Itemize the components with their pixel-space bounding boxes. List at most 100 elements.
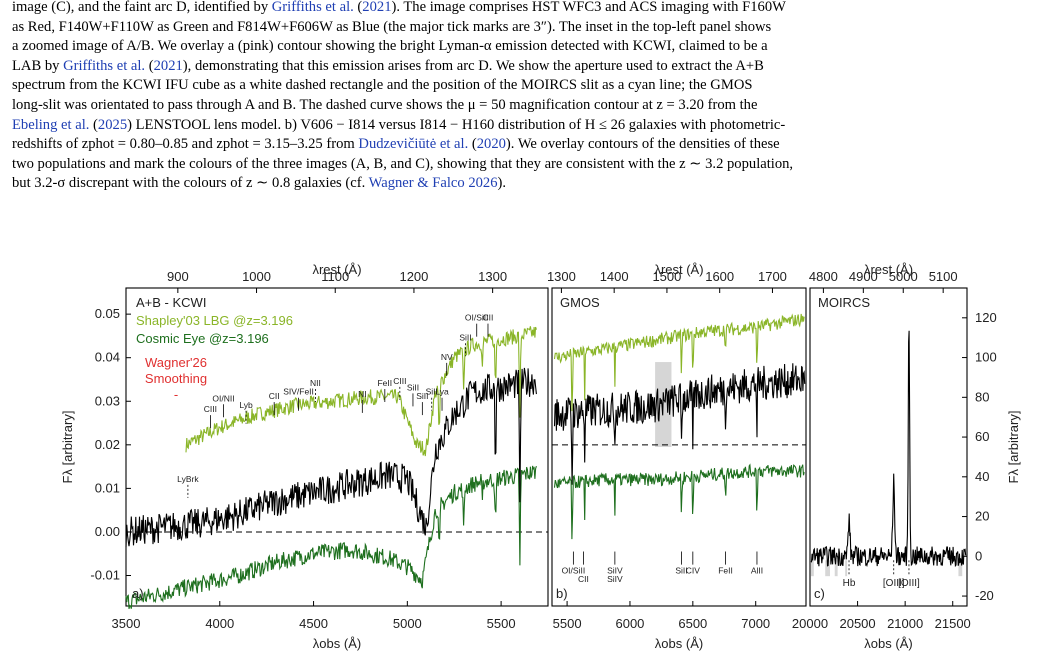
y-tick-label: 40 [975,469,989,484]
spectral-line-label: SiIV [607,565,623,575]
series-kcwi [125,367,537,548]
y-tick-label: 60 [975,429,989,444]
masked-region [834,560,838,577]
spectral-line-label: [OIII] [883,578,905,589]
caption-line: long-slit was orientated to pass through… [12,96,1044,116]
x-tick-label: 6500 [678,616,707,631]
y-tick-label: 20 [975,509,989,524]
y-tick-label: -20 [975,588,994,603]
panel-label: c) [814,586,825,601]
masked-region [810,560,814,577]
caption-text: ( [468,136,477,153]
spectral-line-label: CII [578,574,589,584]
y-tick-label: 80 [975,389,989,404]
caption-text: a zoomed image of A/B. We overlay a (pin… [12,38,768,55]
caption-text: ( [89,116,98,133]
panel-c-frame [809,287,968,607]
caption-text: as Red, F140W+F110W as Green and F814W+F… [12,18,772,35]
y-tick-label: 0.04 [95,350,120,365]
top-tick-label: 900 [167,269,189,284]
citation-link[interactable]: Ebeling et al. [12,116,90,133]
citation-link[interactable]: Dudzevičiūtė et al. [358,136,469,153]
smoothing-annotation: Smoothing [145,371,207,386]
spectral-line-label: SiII [459,332,471,342]
caption-line: spectrum from the KCWI IFU cube as a whi… [12,76,1044,96]
caption-line: LAB by Griffiths et al. (2021), demonstr… [12,57,1044,77]
y-tick-label: 0.02 [95,437,120,452]
series-gmos [553,363,806,485]
figure-caption: image (C), and the faint arc D, identifi… [12,0,1044,194]
caption-text: two populations and mark the colours of … [12,155,794,172]
masked-region [845,560,848,577]
top-tick-label: 1200 [399,269,428,284]
y-tick-label: -0.01 [90,568,120,583]
caption-line: but 3.2-σ discrepant with the colours of… [12,174,1044,194]
spectral-line-label: SiIV [607,574,623,584]
spectral-line-label: Lya [435,387,449,397]
citation-link[interactable]: 2025 [97,116,128,133]
series-cosmic-eye [125,465,537,610]
series-cosmic-eye [553,463,805,540]
y-tick-label: 0.05 [95,306,120,321]
legend-cosmic-eye: Cosmic Eye @z=3.196 [136,331,269,346]
spectral-line-label: Lyb [239,400,253,410]
panel-label: a) [132,586,144,601]
caption-text: ( [353,0,363,15]
spectral-line-label: AlII [751,565,763,575]
caption-text: ). We overlay contours of the densities … [505,136,780,153]
y-axis-title-right: Fλ [arbitrary] [1006,411,1021,484]
x-axis-title: λobs (Å) [864,636,912,651]
spectral-line-label: SiII [407,382,419,392]
spectral-line-label: SIV/FeII [283,387,314,397]
caption-line: redshifts of zphot = 0.80–0.85 and zphot… [12,135,1044,155]
x-tick-label: 3500 [112,616,141,631]
smoothing-annotation: - [174,387,178,402]
top-axis-title: λrest (Å) [864,262,913,277]
x-tick-label: 20500 [839,616,875,631]
top-tick-label: 1500 [652,269,681,284]
citation-link[interactable]: 2021 [153,57,183,74]
panel-title: A+B - KCWI [136,295,206,310]
caption-text: but 3.2-σ discrepant with the colours of… [12,175,369,192]
spectral-line-label: OI/SiII [562,565,586,575]
top-tick-label: 4900 [849,269,878,284]
x-tick-label: 7000 [741,616,770,631]
masked-region [958,560,963,577]
y-tick-label: 100 [975,350,997,365]
masked-region [825,560,830,577]
x-tick-label: 4000 [205,616,234,631]
caption-text: ). The image comprises HST WFC3 and ACS … [391,0,786,15]
panel-b-frame [551,287,807,607]
panel-title: GMOS [560,295,600,310]
caption-text: spectrum from the KCWI IFU cube as a whi… [12,77,753,94]
caption-text: image (C), and the faint arc D, identifi… [12,0,272,15]
spectral-line-label: CIII [204,404,217,414]
caption-line: Ebeling et al. (2025) LENSTOOL lens mode… [12,116,1044,136]
y-tick-label: 0 [975,548,982,563]
citation-link[interactable]: Griffiths et al. [271,0,354,15]
citation-link[interactable]: Wagner & Falco 2026 [368,175,498,192]
y-tick-label: 0.03 [95,393,120,408]
caption-text: LAB by [12,57,64,74]
top-tick-label: 1100 [321,269,349,284]
top-tick-label: 1400 [600,269,629,284]
top-tick-label: 1300 [547,269,576,284]
citation-link[interactable]: 2021 [362,0,392,15]
caption-text: ). [497,175,507,192]
x-tick-label: 5500 [487,616,516,631]
x-tick-label: 5500 [553,616,582,631]
citation-link[interactable]: Griffiths et al. [63,57,146,74]
x-tick-label: 21500 [935,616,971,631]
smoothing-annotation: Wagner'26 [145,355,207,370]
caption-line: as Red, F140W+F110W as Green and F814W+F… [12,18,1044,38]
top-tick-label: 1600 [705,269,734,284]
citation-link[interactable]: 2020 [476,136,506,153]
spectral-line-label: NII [310,378,321,388]
spectral-line-label: CIV [686,565,701,575]
panel-label: b) [556,586,568,601]
spectral-line-label: CII [483,313,494,323]
y-axis-title: Fλ [arbitrary] [60,411,75,484]
top-tick-label: 5000 [889,269,918,284]
top-axis-title: λrest (Å) [654,262,703,277]
spectral-line-label: FeII [718,565,733,575]
